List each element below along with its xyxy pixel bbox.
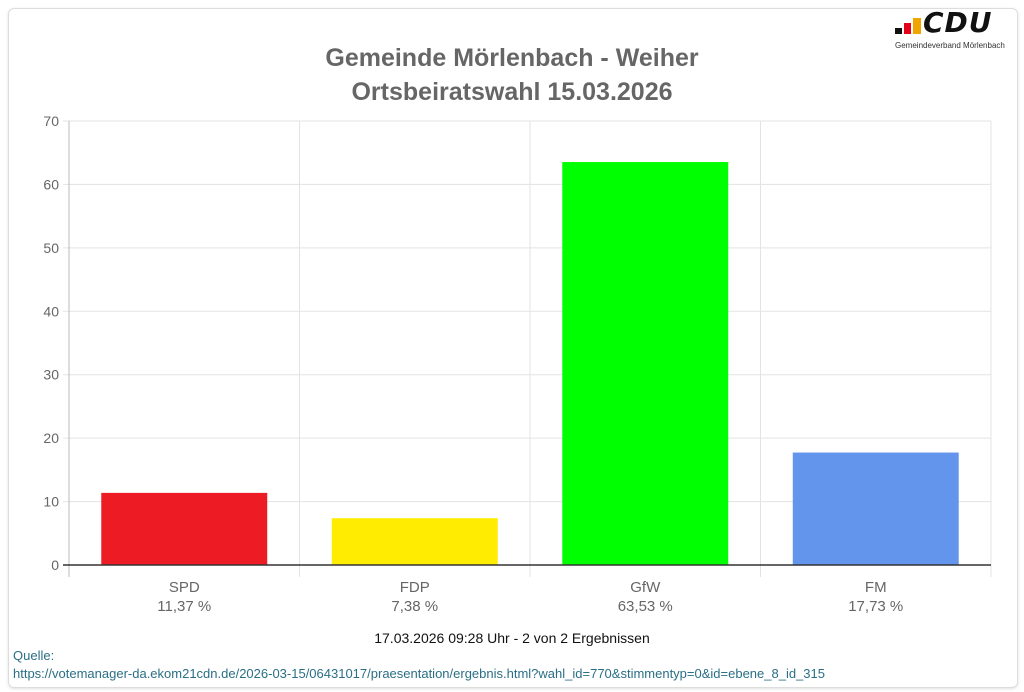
logo-text: CDU <box>923 6 993 39</box>
y-tick-label: 50 <box>43 240 59 256</box>
value-label: 11,37 % <box>157 598 211 615</box>
x-tick-label: SPD <box>169 579 200 596</box>
x-tick-label: FM <box>865 579 887 596</box>
logo-subtitle: Gemeindeverband Mörlenbach <box>895 41 1005 50</box>
y-tick-label: 60 <box>43 176 59 192</box>
bar-gfw <box>562 162 729 566</box>
y-tick-label: 10 <box>43 494 59 510</box>
y-tick-label: 20 <box>43 430 59 446</box>
chart-title-line2: Ortsbeiratswahl 15.03.2026 <box>351 78 673 106</box>
bar-fdp <box>331 518 498 565</box>
y-tick-label: 40 <box>43 303 59 319</box>
bar-spd <box>101 492 268 565</box>
source-label: Quelle: <box>13 648 55 663</box>
value-label: 7,38 % <box>391 598 438 615</box>
y-tick-label: 0 <box>51 557 59 573</box>
cdu-logo: CDU Gemeindeverband Mörlenbach <box>893 8 1018 54</box>
x-tick-label: GfW <box>630 579 661 596</box>
x-tick-label: FDP <box>400 579 430 596</box>
y-tick-label: 70 <box>43 113 59 129</box>
source-link[interactable]: https://votemanager-da.ekom21cdn.de/2026… <box>13 666 825 681</box>
value-label: 63,53 % <box>618 598 673 615</box>
y-tick-label: 30 <box>43 367 59 383</box>
chart-card <box>8 8 1018 688</box>
logo-bars-icon <box>895 18 921 34</box>
value-label: 17,73 % <box>848 598 903 615</box>
bar-fm <box>792 452 959 565</box>
chart-title-line1: Gemeinde Mörlenbach - Weiher <box>325 44 699 72</box>
timestamp: 17.03.2026 09:28 Uhr - 2 von 2 Ergebniss… <box>374 630 650 646</box>
